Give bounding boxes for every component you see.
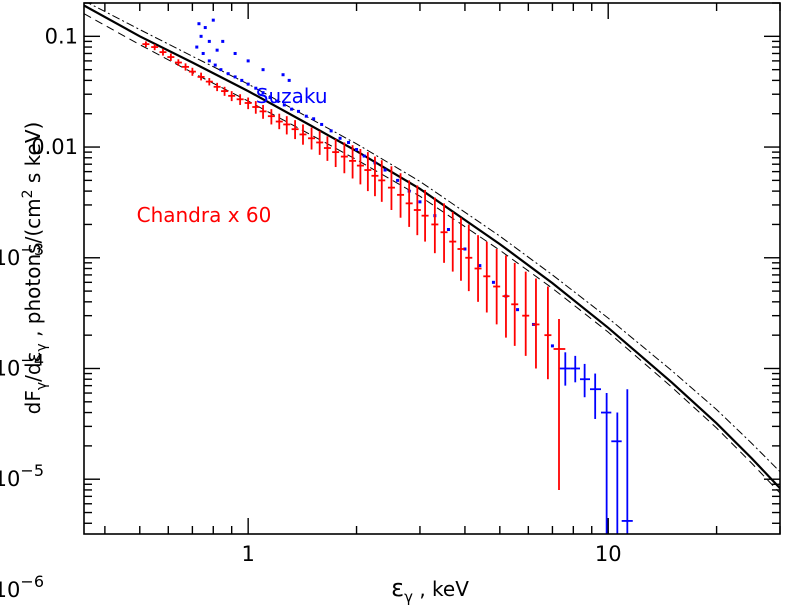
suzaku-point (446, 228, 450, 232)
suzaku-point (240, 78, 244, 82)
suzaku-point (516, 308, 520, 312)
y-axis-part-4: s keV) (21, 122, 45, 190)
y-tick-exponent: −3 (20, 240, 44, 259)
chandra-label: Chandra x 60 (137, 203, 272, 227)
suzaku-point (396, 178, 400, 182)
y-axis-part-2: /dε (21, 352, 45, 382)
data-series (142, 18, 633, 534)
y-tick-base: 10 (0, 356, 20, 380)
y-tick-base: 10 (0, 246, 20, 270)
suzaku-outliers-point (246, 59, 250, 63)
suzaku-outliers-point (233, 51, 237, 55)
suzaku-point (478, 264, 482, 268)
suzaku-point (282, 103, 286, 107)
y-tick-exponent: −5 (20, 461, 44, 480)
y-tick-base: 10 (0, 578, 20, 602)
y-tick-label: 0.01 (31, 135, 78, 159)
y-tick-label: 10−6 (0, 572, 44, 602)
suzaku-point (304, 114, 308, 118)
x-tick-label: 10 (595, 542, 622, 566)
suzaku-point (418, 200, 422, 204)
curve-model (84, 4, 780, 489)
suzaku-outliers-point (281, 73, 285, 77)
suzaku-point (383, 168, 387, 172)
suzaku-point (219, 68, 223, 72)
suzaku-point (329, 129, 333, 133)
suzaku-point (233, 75, 237, 79)
model-curves (84, 3, 780, 494)
suzaku-point (550, 344, 554, 348)
suzaku-label: Suzaku (256, 84, 328, 108)
suzaku-outliers-point (211, 18, 215, 22)
y-axis-part-1: dF (21, 390, 45, 414)
suzaku-point (290, 107, 294, 111)
suzaku-outliers-point (221, 39, 225, 43)
suzaku-point (491, 280, 495, 284)
suzaku-outliers-point (197, 22, 201, 26)
y-axis-title: dFγ/dεγ , photons/(cm2 s keV) (20, 122, 50, 415)
suzaku-outliers-point (287, 78, 291, 82)
suzaku-point (312, 117, 316, 121)
y-tick-exponent: −6 (20, 572, 44, 591)
suzaku-point (347, 140, 351, 144)
y-tick-exponent: −4 (20, 350, 44, 369)
curve-model-upper (87, 3, 780, 473)
curve-model-lower (84, 13, 780, 494)
y-tick-base: 10 (0, 467, 20, 491)
y-axis-sub-1: γ (34, 382, 50, 390)
suzaku-point (297, 109, 301, 113)
suzaku-point (213, 63, 217, 67)
x-axis-subscript: γ (404, 588, 413, 606)
suzaku-point (195, 45, 199, 49)
suzaku-outliers-point (215, 48, 219, 52)
y-tick-label: 10−3 (0, 240, 44, 270)
suzaku-point (355, 148, 359, 152)
suzaku-point (320, 122, 324, 126)
y-tick-label: 0.1 (45, 24, 78, 48)
suzaku-point (226, 72, 230, 76)
suzaku-point (268, 96, 272, 100)
suzaku-point (463, 247, 467, 251)
suzaku-point (261, 91, 265, 95)
suzaku-point (338, 136, 342, 140)
suzaku-outliers-point (199, 34, 203, 38)
suzaku-point (362, 154, 366, 158)
suzaku-point (207, 59, 211, 63)
y-axis-superscript: 2 (20, 189, 36, 198)
x-tick-label: 1 (241, 542, 254, 566)
x-axis-unit: , keV (413, 577, 469, 601)
y-axis-sub-2: γ (34, 343, 50, 351)
y-tick-label: 10−4 (0, 350, 44, 380)
suzaku-point (275, 99, 279, 103)
suzaku-point (201, 51, 205, 55)
x-axis-title: εγ , keV (391, 574, 469, 606)
suzaku-point (254, 86, 258, 90)
x-axis-symbol: ε (391, 574, 404, 602)
axis-ticks (84, 2, 781, 534)
suzaku-outliers-point (203, 26, 207, 30)
y-axis-part-3: , photons/(cm (21, 198, 45, 343)
y-tick-label: 10−5 (0, 461, 44, 491)
plot-frame (83, 2, 781, 535)
suzaku-point (246, 82, 250, 86)
suzaku-outliers-point (207, 39, 211, 43)
suzaku-outliers-point (261, 68, 265, 72)
